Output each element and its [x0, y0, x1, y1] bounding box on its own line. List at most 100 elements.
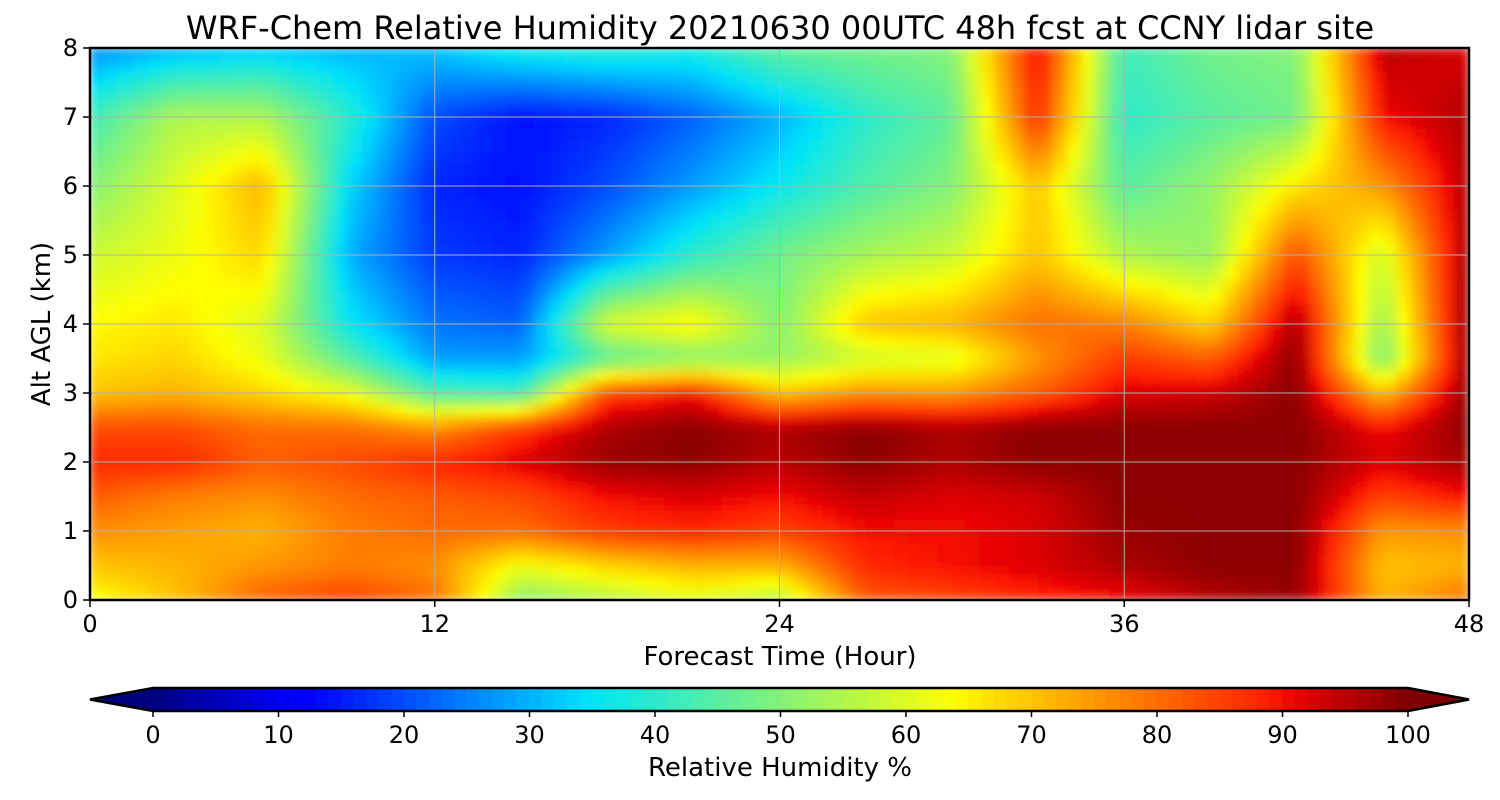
- heatmap-cell: [1353, 174, 1369, 187]
- heatmap-cell: [1138, 323, 1154, 336]
- heatmap-cell: [247, 70, 263, 83]
- heatmap-cell: [721, 542, 737, 555]
- heatmap-cell: [90, 197, 105, 210]
- heatmap-cell: [1037, 346, 1053, 359]
- heatmap-cell: [549, 427, 565, 440]
- heatmap-cell: [807, 231, 824, 244]
- heatmap-cell: [376, 59, 393, 72]
- heatmap-cell: [649, 369, 666, 382]
- heatmap-cell: [1123, 358, 1140, 371]
- heatmap-cell: [103, 162, 120, 175]
- heatmap-cell: [1353, 358, 1369, 371]
- heatmap-cell: [391, 266, 407, 279]
- heatmap-cell: [678, 323, 694, 336]
- heatmap-cell: [635, 174, 651, 187]
- heatmap-cell: [1152, 289, 1168, 302]
- heatmap-cell: [951, 473, 967, 486]
- heatmap-cell: [1080, 197, 1097, 210]
- heatmap-cell: [822, 496, 838, 509]
- heatmap-cell: [1008, 105, 1025, 118]
- heatmap-cell: [376, 277, 393, 290]
- heatmap-cell: [592, 93, 608, 106]
- heatmap-cell: [462, 496, 479, 509]
- heatmap-cell: [1296, 588, 1312, 600]
- heatmap-cell: [1123, 312, 1140, 325]
- heatmap-cell: [678, 335, 694, 348]
- heatmap-cell: [836, 208, 852, 221]
- heatmap-cell: [218, 208, 235, 221]
- heatmap-cell: [592, 381, 608, 394]
- heatmap-cell: [721, 450, 737, 463]
- heatmap-cell: [1195, 105, 1211, 118]
- heatmap-cell: [247, 128, 263, 141]
- heatmap-cell: [1023, 139, 1039, 152]
- heatmap-cell: [1425, 450, 1441, 463]
- heatmap-cell: [592, 415, 608, 428]
- heatmap-cell: [1281, 335, 1298, 348]
- heatmap-cell: [448, 542, 464, 555]
- heatmap-cell: [1425, 588, 1441, 600]
- heatmap-cell: [146, 185, 163, 198]
- heatmap-cell: [304, 346, 321, 359]
- heatmap-cell: [348, 59, 364, 72]
- heatmap-cell: [994, 82, 1010, 95]
- heatmap-cell: [965, 266, 982, 279]
- heatmap-cell: [1195, 530, 1211, 543]
- heatmap-cell: [376, 116, 393, 129]
- heatmap-cell: [836, 450, 852, 463]
- heatmap-cell: [908, 289, 924, 302]
- heatmap-cell: [1037, 128, 1053, 141]
- colorbar-tick-label: 90: [1267, 721, 1298, 749]
- heatmap-cell: [1396, 105, 1413, 118]
- heatmap-cell: [1166, 220, 1183, 233]
- heatmap-cell: [90, 519, 105, 532]
- heatmap-cell: [290, 358, 306, 371]
- heatmap-cell: [362, 105, 378, 118]
- heatmap-cell: [1166, 105, 1183, 118]
- heatmap-cell: [836, 139, 852, 152]
- heatmap-cell: [620, 151, 637, 164]
- heatmap-cell: [951, 266, 967, 279]
- colorbar-tick-label: 20: [389, 721, 420, 749]
- heatmap-cell: [348, 231, 364, 244]
- heatmap-cell: [1051, 576, 1068, 589]
- heatmap-cell: [1209, 116, 1226, 129]
- heatmap-cell: [793, 438, 809, 451]
- heatmap-cell: [319, 48, 335, 60]
- heatmap-cell: [850, 381, 867, 394]
- heatmap-cell: [333, 530, 350, 543]
- heatmap-cell: [161, 266, 177, 279]
- heatmap-cell: [1152, 243, 1168, 256]
- heatmap-cell: [376, 243, 393, 256]
- heatmap-cell: [1109, 116, 1125, 129]
- heatmap-cell: [103, 116, 120, 129]
- heatmap-cell: [348, 323, 364, 336]
- heatmap-cell: [1080, 151, 1097, 164]
- heatmap-cell: [391, 116, 407, 129]
- heatmap-cell: [692, 162, 709, 175]
- heatmap-cell: [1382, 450, 1398, 463]
- heatmap-cell: [1425, 312, 1441, 325]
- heatmap-cell: [218, 450, 235, 463]
- heatmap-cell: [520, 174, 536, 187]
- heatmap-cell: [434, 323, 450, 336]
- heatmap-cell: [779, 93, 795, 106]
- heatmap-cell: [434, 243, 450, 256]
- heatmap-cell: [118, 565, 134, 578]
- heatmap-cell: [1037, 427, 1053, 440]
- heatmap-cell: [103, 174, 120, 187]
- heatmap-cell: [721, 105, 737, 118]
- heatmap-cell: [333, 519, 350, 532]
- heatmap-cell: [807, 381, 824, 394]
- heatmap-cell: [419, 473, 436, 486]
- heatmap-cell: [118, 392, 134, 405]
- heatmap-cell: [1181, 588, 1197, 600]
- heatmap-cell: [1138, 93, 1154, 106]
- heatmap-cell: [233, 254, 249, 267]
- heatmap-cell: [1411, 289, 1427, 302]
- heatmap-cell: [1324, 519, 1341, 532]
- heatmap-cell: [707, 530, 723, 543]
- heatmap-cell: [233, 116, 249, 129]
- heatmap-cell: [1411, 369, 1427, 382]
- heatmap-cell: [1238, 300, 1255, 313]
